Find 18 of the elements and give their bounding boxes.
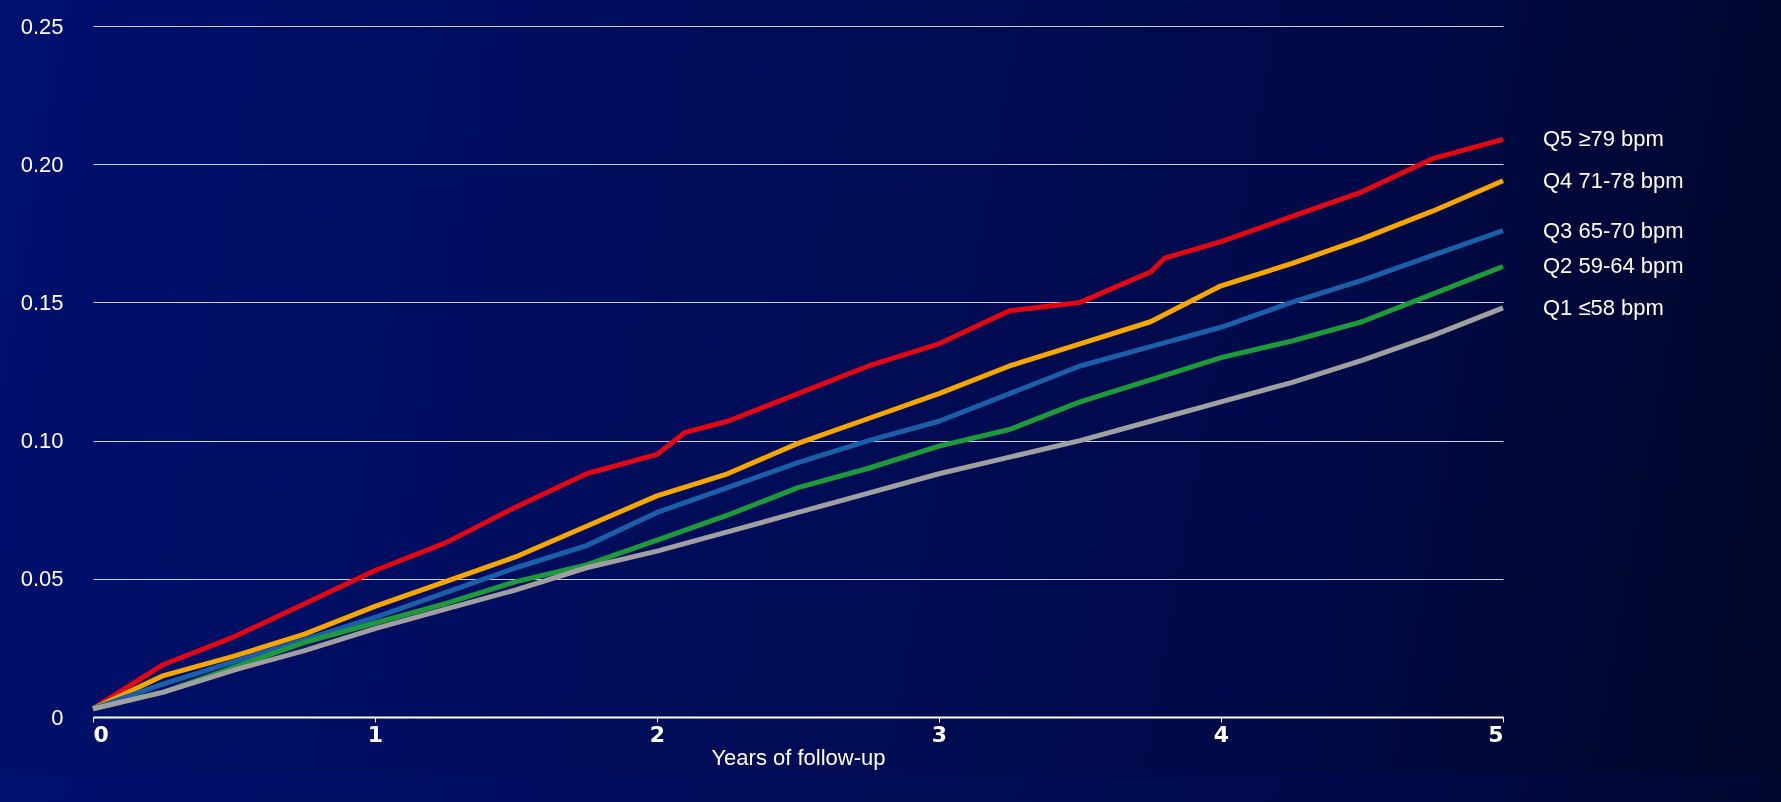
y-tick-label: 0.25 bbox=[20, 13, 64, 39]
y-tick-label: 0.10 bbox=[20, 428, 64, 454]
y-tick-label: 0.15 bbox=[20, 289, 64, 315]
x-tick-label: 0 bbox=[93, 721, 109, 747]
x-tick-label: 2 bbox=[649, 721, 666, 747]
series-label: Q3 65-70 bpm bbox=[1543, 217, 1684, 243]
series-label: Q4 71-78 bpm bbox=[1543, 167, 1684, 193]
x-tick-label: 4 bbox=[1213, 721, 1230, 747]
x-tick-label: 1 bbox=[367, 721, 384, 747]
y-tick-label: 0 bbox=[51, 704, 64, 730]
x-axis-title: Years of follow-up bbox=[711, 744, 886, 770]
y-tick-label: 0.20 bbox=[20, 151, 64, 177]
x-tick-label: 5 bbox=[1488, 721, 1504, 747]
series-label: Q5 ≥79 bpm bbox=[1543, 126, 1664, 152]
series-label: Q2 59-64 bpm bbox=[1543, 253, 1684, 279]
y-tick-label: 0.05 bbox=[20, 566, 64, 592]
series-label: Q1 ≤58 bpm bbox=[1543, 294, 1664, 320]
x-tick-label: 3 bbox=[931, 721, 948, 747]
